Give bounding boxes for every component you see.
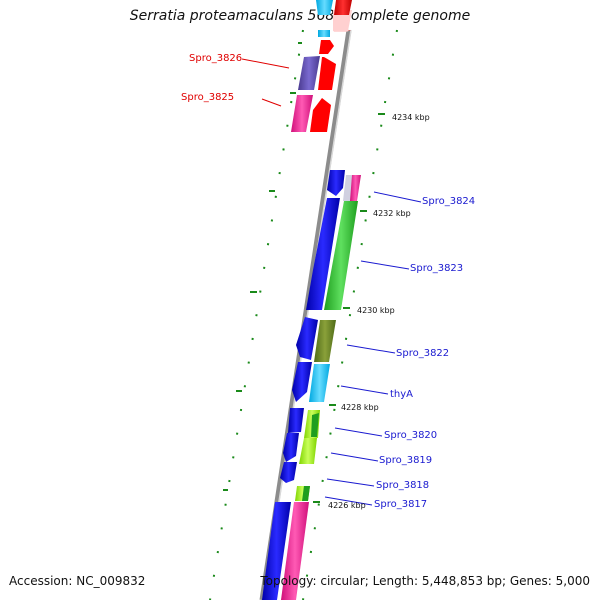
kbp-tick-marks [313, 113, 385, 503]
feature-spro-3824 [327, 170, 361, 201]
gene-label-thya: thyA [390, 389, 413, 400]
gene-label-spro-3820: Spro_3820 [384, 430, 437, 441]
outer-dotted-guide [209, 29, 398, 600]
feature-spro-3826 [298, 40, 336, 90]
gene-label-spro-3822: Spro_3822 [396, 348, 449, 359]
feature-spro-3822 [296, 317, 336, 362]
label-connectors [241, 58, 422, 506]
map-title: Serratia proteamaculans 568, complete ge… [129, 8, 471, 24]
tick-label-4232: 4232 kbp [373, 209, 411, 218]
feature-spro-3823 [306, 198, 358, 310]
feature-top-partial [316, 0, 352, 37]
feature-spro-3817 [295, 486, 310, 501]
gene-label-spro-3824: Spro_3824 [422, 196, 475, 207]
left-content-ticks [223, 42, 302, 491]
gene-label-spro-3826: Spro_3826 [189, 53, 242, 64]
feature-bottom-partial [262, 502, 309, 600]
gene-label-spro-3823: Spro_3823 [410, 263, 463, 274]
feature-spro-3825 [291, 95, 331, 132]
tick-label-4226: 4226 kbp [328, 501, 366, 510]
gene-label-spro-3818: Spro_3818 [376, 480, 429, 491]
accession-text: Accession: NC_009832 [9, 574, 146, 588]
gene-label-spro-3825: Spro_3825 [181, 92, 234, 103]
feature-spro-3818 [280, 462, 297, 483]
tick-label-4234: 4234 kbp [392, 113, 430, 122]
feature-spro-3820 [288, 408, 320, 438]
feature-thya [292, 362, 330, 402]
tick-label-4230: 4230 kbp [357, 306, 395, 315]
gene-label-spro-3817: Spro_3817 [374, 499, 427, 510]
feature-spro-3819 [283, 433, 317, 464]
genome-summary-text: Topology: circular; Length: 5,448,853 bp… [260, 574, 590, 588]
tick-label-4228: 4228 kbp [341, 403, 379, 412]
gene-label-spro-3819: Spro_3819 [379, 455, 432, 466]
